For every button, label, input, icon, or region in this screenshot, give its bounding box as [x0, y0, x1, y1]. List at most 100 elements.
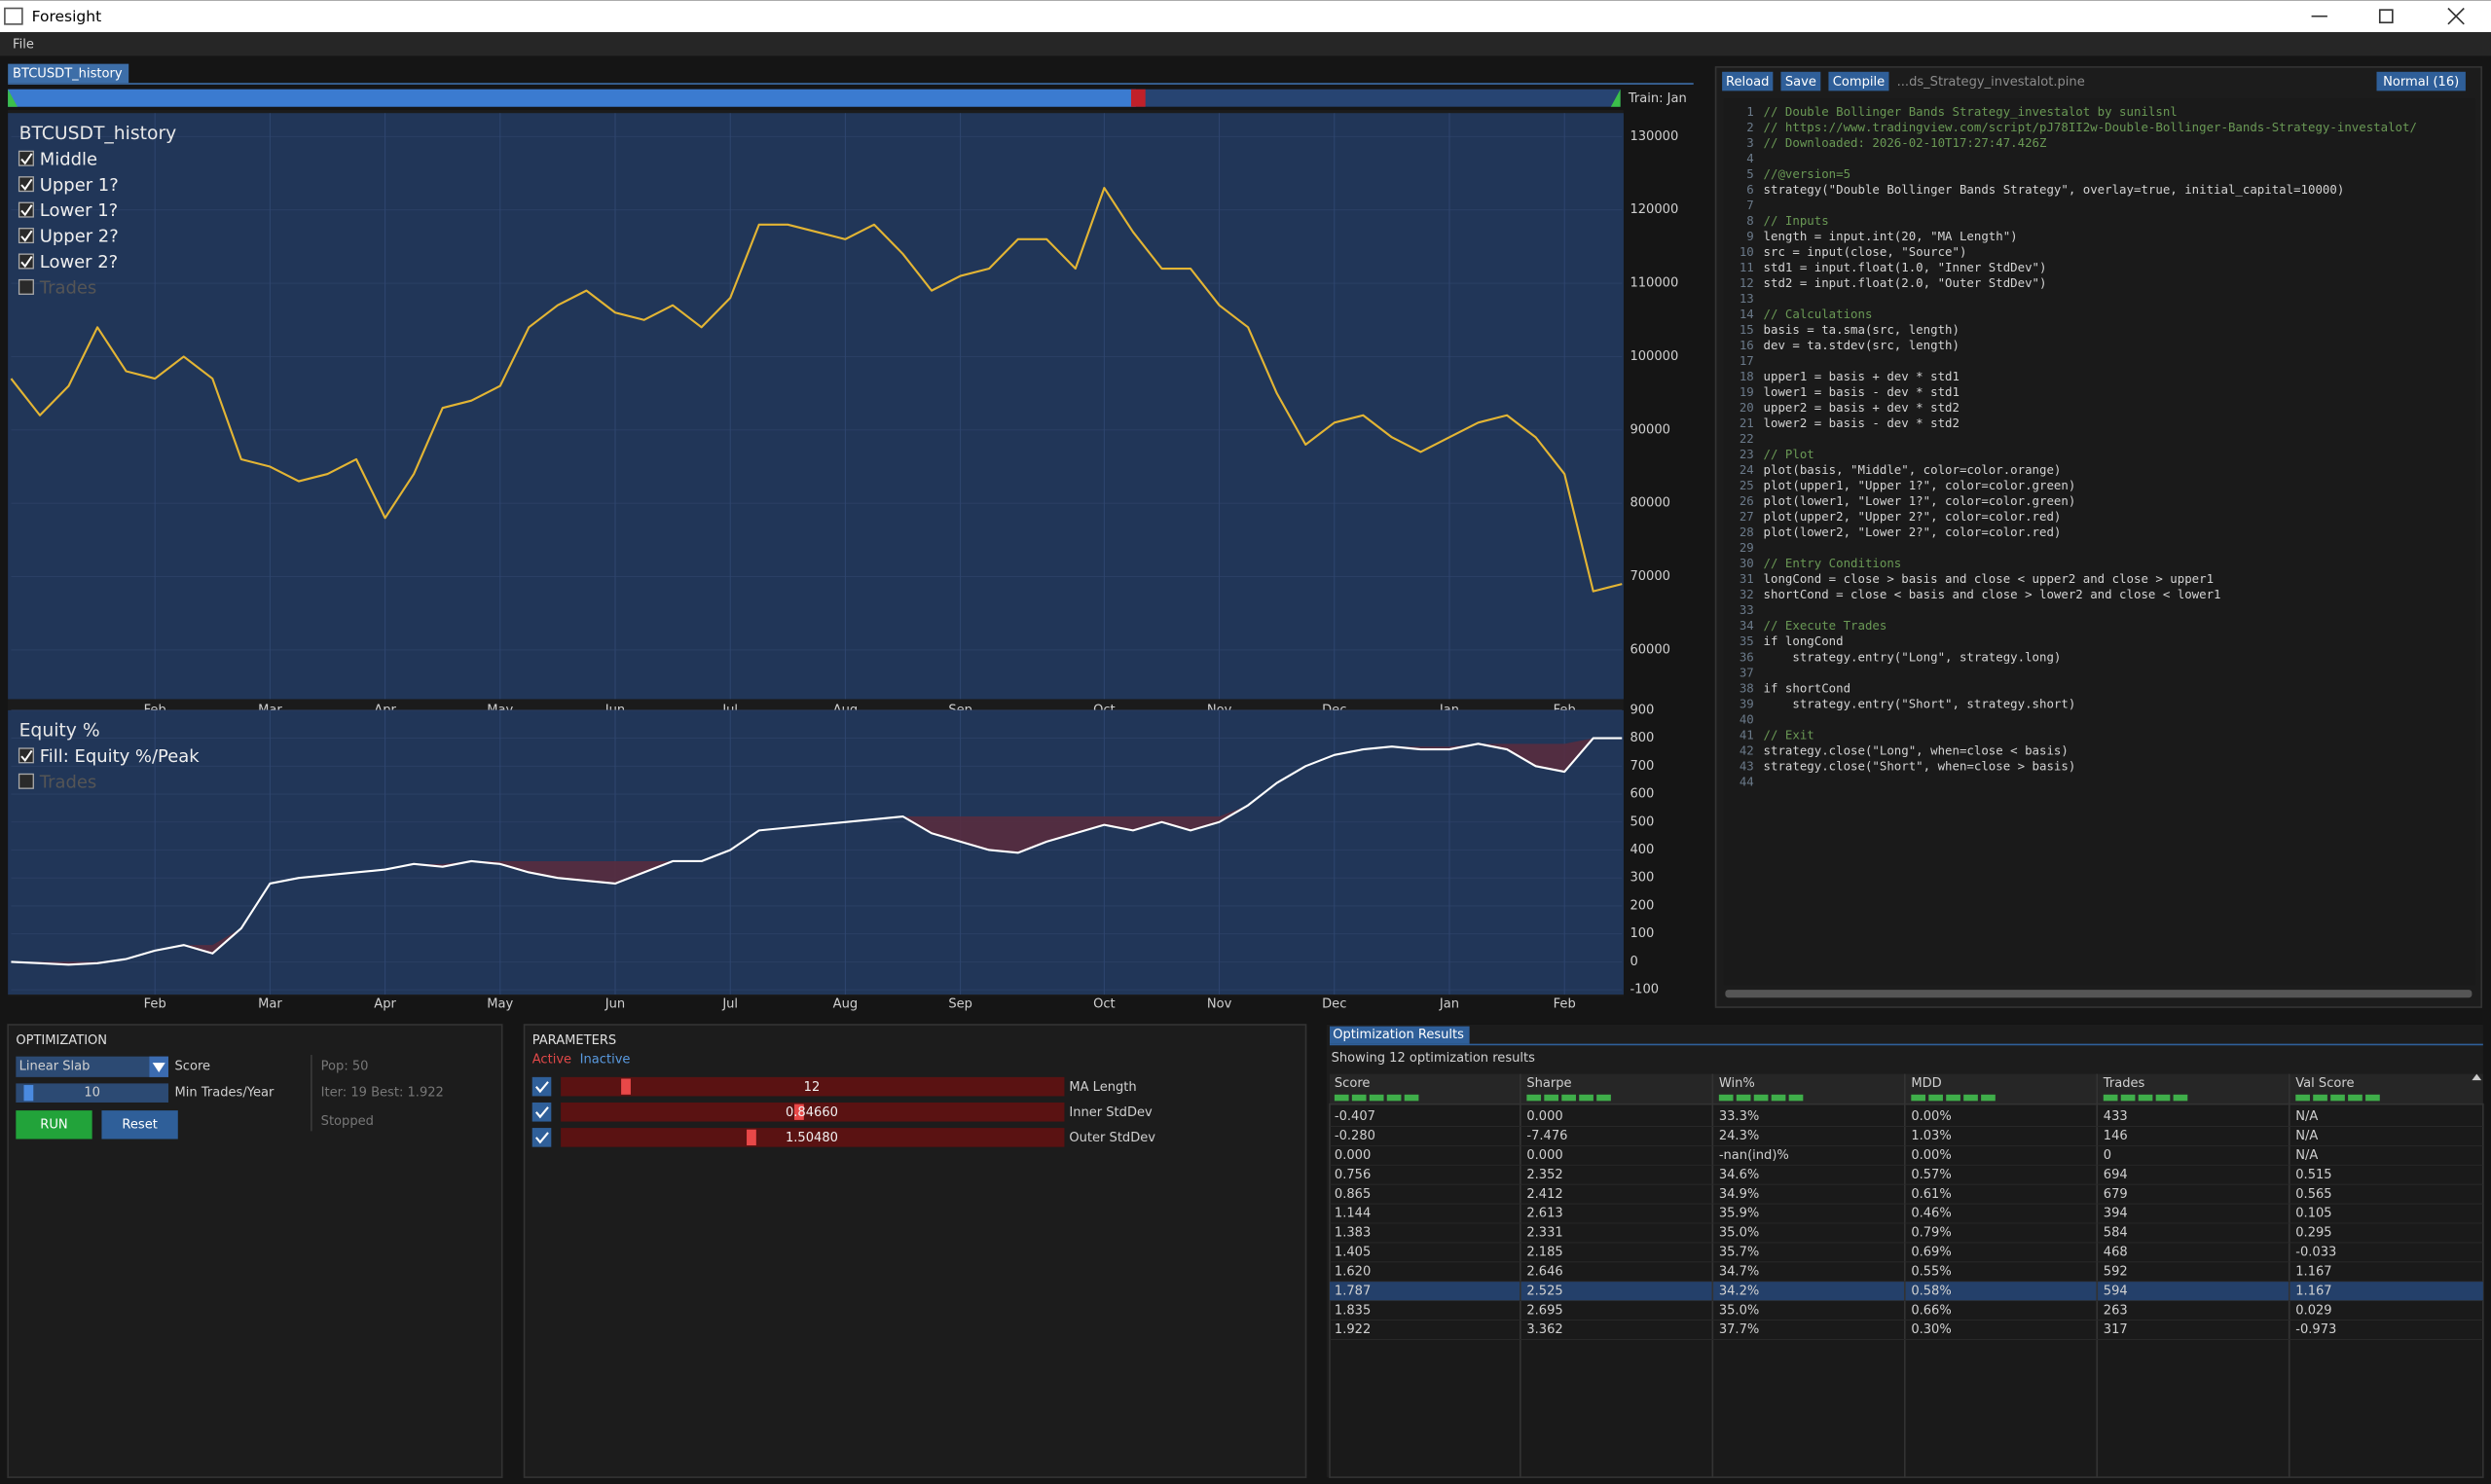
toolbar-button-label[interactable]: Save	[1785, 75, 1816, 90]
table-cell[interactable]: 0.295	[2295, 1226, 2331, 1241]
table-cell[interactable]: 1.620	[1335, 1264, 1371, 1279]
chart-tab-label[interactable]: BTCUSDT_history	[13, 67, 123, 82]
table-cell[interactable]: 0.58%	[1911, 1284, 1951, 1298]
table-cell[interactable]: 35.9%	[1719, 1207, 1759, 1221]
param-checkbox[interactable]	[531, 1128, 552, 1147]
table-cell[interactable]: 2.412	[1526, 1187, 1562, 1202]
table-cell[interactable]: 0.79%	[1911, 1226, 1951, 1241]
checkbox[interactable]	[18, 278, 34, 295]
table-cell[interactable]: 3.362	[1526, 1322, 1562, 1337]
table-cell[interactable]: 0.029	[2295, 1303, 2331, 1318]
reset-button[interactable]	[101, 1110, 178, 1140]
table-cell[interactable]: 679	[2104, 1187, 2128, 1202]
table-cell[interactable]: 1.03%	[1911, 1129, 1951, 1143]
table-cell[interactable]: -0.280	[1335, 1129, 1375, 1143]
run-label[interactable]: RUN	[40, 1117, 67, 1132]
table-cell[interactable]: 2.646	[1526, 1264, 1562, 1279]
table-cell[interactable]: 263	[2104, 1303, 2128, 1318]
table-cell[interactable]: 0.000	[1335, 1148, 1371, 1163]
method-combo[interactable]	[16, 1056, 168, 1077]
param-slider[interactable]	[561, 1102, 1065, 1122]
table-cell[interactable]: 2.331	[1526, 1226, 1562, 1241]
range-handle[interactable]	[1130, 89, 1146, 107]
min-trades-input[interactable]	[16, 1083, 168, 1103]
table-cell[interactable]: -0.973	[2295, 1322, 2336, 1337]
table-cell[interactable]: 1.922	[1335, 1322, 1371, 1337]
table-cell[interactable]: 1.167	[2295, 1284, 2331, 1298]
results-tab-label[interactable]: Optimization Results	[1333, 1028, 1464, 1042]
editor-scrollbar[interactable]	[1725, 990, 2473, 998]
table-cell[interactable]: N/A	[2295, 1148, 2318, 1163]
maximize-button[interactable]	[2378, 9, 2394, 24]
param-tab[interactable]: Active	[532, 1052, 571, 1067]
table-cell[interactable]: N/A	[2295, 1129, 2318, 1143]
table-cell[interactable]: 35.0%	[1719, 1303, 1759, 1318]
table-cell[interactable]: 0.30%	[1911, 1322, 1951, 1337]
close-button[interactable]	[2447, 7, 2465, 25]
table-cell[interactable]: 0.000	[1526, 1148, 1562, 1163]
column-header[interactable]: Score	[1335, 1076, 1371, 1091]
table-cell[interactable]: 2.613	[1526, 1207, 1562, 1221]
table-cell[interactable]: -nan(ind)%	[1719, 1148, 1789, 1163]
table-cell[interactable]: 2.695	[1526, 1303, 1562, 1318]
run-button[interactable]	[16, 1110, 92, 1140]
table-cell[interactable]: 146	[2104, 1129, 2128, 1143]
min-trades-handle[interactable]	[23, 1085, 34, 1102]
table-cell[interactable]: 2.352	[1526, 1168, 1562, 1182]
param-slider[interactable]	[561, 1076, 1065, 1097]
column-header[interactable]: Sharpe	[1526, 1076, 1571, 1091]
table-cell[interactable]: 0.55%	[1911, 1264, 1951, 1279]
table-cell[interactable]: 0.46%	[1911, 1207, 1951, 1221]
column-header[interactable]: Win%	[1719, 1076, 1755, 1091]
table-cell[interactable]: 35.0%	[1719, 1226, 1759, 1241]
slider-handle[interactable]	[621, 1078, 631, 1095]
table-cell[interactable]: 0.69%	[1911, 1246, 1951, 1260]
toolbar-button[interactable]	[1722, 71, 1774, 91]
menu-item[interactable]: File	[13, 38, 34, 53]
table-cell[interactable]: 1.383	[1335, 1226, 1371, 1241]
table-cell[interactable]: 2.525	[1526, 1284, 1562, 1298]
column-header[interactable]: MDD	[1911, 1076, 1941, 1091]
slider-handle[interactable]	[747, 1129, 756, 1146]
legend-item[interactable]: Trades	[39, 772, 96, 792]
table-cell[interactable]: 34.9%	[1719, 1187, 1759, 1202]
toolbar-button[interactable]	[1828, 71, 1889, 91]
slider-handle[interactable]	[794, 1104, 804, 1120]
mode-label[interactable]: Normal (16)	[2383, 75, 2459, 90]
toolbar-button[interactable]	[1780, 71, 1821, 91]
table-cell[interactable]: 0.000	[1526, 1109, 1562, 1124]
table-cell[interactable]: 394	[2104, 1207, 2128, 1221]
table-cell[interactable]: N/A	[2295, 1109, 2318, 1124]
table-cell[interactable]: 0	[2104, 1148, 2111, 1163]
legend-item[interactable]: Lower 1?	[40, 200, 118, 221]
legend-item[interactable]: Trades	[39, 278, 96, 299]
legend-item[interactable]: Middle	[40, 149, 97, 169]
table-cell[interactable]: 468	[2104, 1246, 2128, 1260]
table-cell[interactable]: 2.185	[1526, 1246, 1562, 1260]
table-cell[interactable]: 34.7%	[1719, 1264, 1759, 1279]
table-cell[interactable]: 1.167	[2295, 1264, 2331, 1279]
legend-item[interactable]: Upper 2?	[40, 227, 119, 247]
param-tab[interactable]: Inactive	[580, 1052, 631, 1067]
table-cell[interactable]: 0.57%	[1911, 1168, 1951, 1182]
toolbar-button-label[interactable]: Compile	[1833, 75, 1885, 90]
table-cell[interactable]: 1.144	[1335, 1207, 1371, 1221]
reset-label[interactable]: Reset	[122, 1117, 157, 1132]
table-cell[interactable]: 0.515	[2295, 1168, 2331, 1182]
table-cell[interactable]: 0.00%	[1911, 1109, 1951, 1124]
param-checkbox[interactable]	[531, 1076, 552, 1097]
legend-item[interactable]: Lower 2?	[40, 252, 118, 272]
table-cell[interactable]: 0.756	[1335, 1168, 1371, 1182]
table-cell[interactable]: 584	[2104, 1226, 2128, 1241]
table-cell[interactable]: 33.3%	[1719, 1109, 1759, 1124]
table-cell[interactable]: 0.865	[1335, 1187, 1371, 1202]
table-cell[interactable]: -7.476	[1526, 1129, 1567, 1143]
table-cell[interactable]: 1.835	[1335, 1303, 1371, 1318]
table-cell[interactable]: 35.7%	[1719, 1246, 1759, 1260]
table-cell[interactable]: 0.66%	[1911, 1303, 1951, 1318]
column-header[interactable]: Trades	[2103, 1076, 2145, 1091]
table-cell[interactable]: 24.3%	[1719, 1129, 1759, 1143]
table-cell[interactable]: 1.405	[1335, 1246, 1371, 1260]
results-tab[interactable]	[1329, 1026, 1470, 1044]
table-cell[interactable]: 592	[2104, 1264, 2128, 1279]
